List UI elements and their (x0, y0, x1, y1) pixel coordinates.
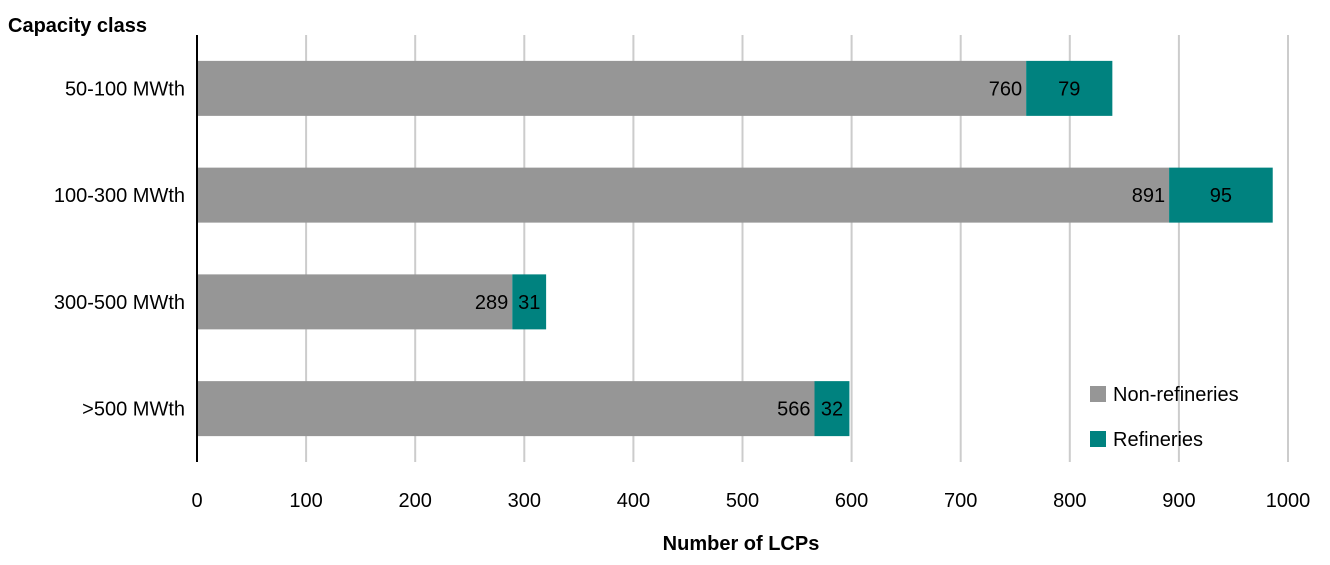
bar-segment (197, 60, 1027, 116)
legend-label: Non-refineries (1113, 384, 1239, 406)
bar-segment (512, 274, 547, 330)
bar-segment (197, 274, 513, 330)
legend-swatch (1090, 386, 1106, 402)
axes: 0 100 200 300 400 500 600 700 800 900 1000 50-100 M… (54, 35, 1310, 512)
y-tick-label: >500 MWth (82, 399, 185, 421)
data-label: 32 (821, 399, 843, 421)
bars (197, 60, 1273, 437)
data-labels: 760 79 891 95 289 31 566 32 (475, 78, 1232, 420)
legend-label: Refineries (1113, 429, 1203, 451)
x-tick-label: 800 (1053, 490, 1086, 512)
y-tick-label: 300-500 MWth (54, 292, 185, 314)
data-label: 31 (518, 292, 540, 314)
x-tick-label: 1000 (1266, 490, 1311, 512)
data-label: 79 (1058, 78, 1080, 100)
x-tick-label: 400 (617, 490, 650, 512)
x-tick-label: 600 (835, 490, 868, 512)
bar-segment (1026, 60, 1113, 116)
bar-segment (1169, 167, 1273, 223)
data-label: 891 (1132, 185, 1165, 207)
bar-segment (197, 167, 1170, 223)
y-axis-title: Capacity class (8, 15, 147, 37)
y-tick-label: 50-100 MWth (65, 78, 185, 100)
data-label: 289 (475, 292, 508, 314)
x-tick-label: 100 (289, 490, 322, 512)
bar-segment (197, 381, 815, 437)
data-label: 95 (1210, 185, 1232, 207)
legend-swatch (1090, 431, 1106, 447)
x-tick-label: 200 (399, 490, 432, 512)
y-tick-label: 100-300 MWth (54, 185, 185, 207)
x-tick-label: 300 (508, 490, 541, 512)
data-label: 566 (777, 399, 810, 421)
x-tick-label: 500 (726, 490, 759, 512)
data-label: 760 (989, 78, 1022, 100)
x-tick-label: 0 (191, 490, 202, 512)
bar-segment (814, 381, 850, 437)
x-tick-label: 900 (1162, 490, 1195, 512)
x-tick-label: 700 (944, 490, 977, 512)
legend: Non-refineries Refineries (1090, 384, 1239, 451)
x-axis-title: Number of LCPs (663, 533, 820, 555)
